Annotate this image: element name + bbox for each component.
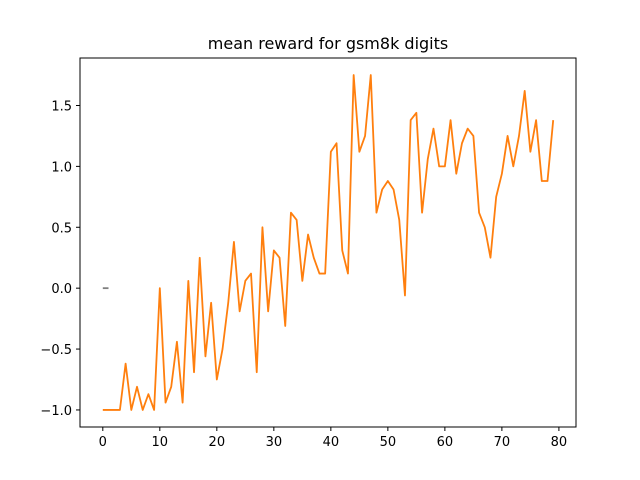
y-tick-label: −1.0 [40,404,72,419]
x-tick-label: 20 [209,435,226,450]
x-tick-label: 10 [152,435,169,450]
x-axis: 0 10 20 30 40 50 60 70 80 [99,427,568,450]
y-axis: −1.0 −0.5 0.0 0.5 1.0 1.5 [40,99,80,419]
plot-frame [79,57,577,428]
x-tick-label: 50 [380,435,397,450]
x-tick-label: 80 [551,435,568,450]
x-tick-label: 30 [266,435,283,450]
y-tick-label: 0.5 [51,221,72,236]
y-tick-label: 1.0 [51,160,72,175]
x-tick-label: 60 [437,435,454,450]
x-tick-label: 0 [99,435,107,450]
x-tick-label: 40 [323,435,340,450]
series-line-2 [102,74,555,411]
y-tick-label: 0.0 [51,282,72,297]
chart-title: mean reward for gsm8k digits [208,34,448,53]
x-tick-label: 70 [494,435,511,450]
series-layer [102,74,555,411]
y-tick-label: 1.5 [51,99,72,114]
y-tick-label: −0.5 [40,343,72,358]
